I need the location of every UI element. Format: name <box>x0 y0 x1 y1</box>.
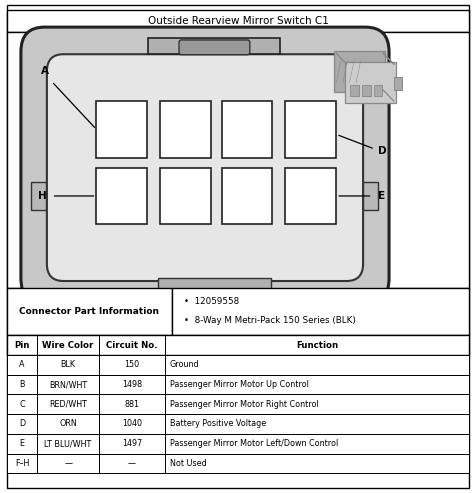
Bar <box>374 85 383 96</box>
Text: E: E <box>378 191 385 201</box>
Text: Outside Rearview Mirror Switch C1: Outside Rearview Mirror Switch C1 <box>147 16 328 26</box>
Text: A: A <box>19 360 25 369</box>
FancyBboxPatch shape <box>47 54 363 281</box>
Bar <box>160 101 211 158</box>
Bar <box>7 335 469 355</box>
Text: Passenger Mirror Motor Right Control: Passenger Mirror Motor Right Control <box>170 400 319 409</box>
Text: BLK: BLK <box>61 360 76 369</box>
Bar <box>394 77 402 90</box>
Bar <box>7 10 469 32</box>
Bar <box>96 168 147 224</box>
Text: H: H <box>38 191 46 201</box>
Text: LT BLU/WHT: LT BLU/WHT <box>45 439 92 448</box>
Text: Ground: Ground <box>170 360 199 369</box>
Text: Function: Function <box>296 341 338 350</box>
Text: Passenger Mirror Motor Up Control: Passenger Mirror Motor Up Control <box>170 380 309 389</box>
Text: Wire Color: Wire Color <box>43 341 94 350</box>
Bar <box>7 434 469 454</box>
Bar <box>160 168 211 224</box>
Text: —: — <box>128 459 136 468</box>
Text: 1497: 1497 <box>122 439 142 448</box>
Text: 1498: 1498 <box>122 380 142 389</box>
Bar <box>148 38 281 54</box>
Bar <box>7 414 469 434</box>
Text: Pin: Pin <box>14 341 30 350</box>
FancyBboxPatch shape <box>345 62 396 103</box>
Bar <box>7 355 469 375</box>
Bar <box>158 278 271 292</box>
Text: A: A <box>40 66 48 76</box>
FancyBboxPatch shape <box>21 27 389 303</box>
Text: C: C <box>19 400 25 409</box>
Text: •  12059558: • 12059558 <box>184 297 239 306</box>
FancyBboxPatch shape <box>179 40 250 55</box>
Text: F–H: F–H <box>15 459 29 468</box>
Bar <box>7 32 469 288</box>
Text: 1040: 1040 <box>122 420 142 428</box>
Bar <box>350 85 359 96</box>
Bar <box>7 454 469 473</box>
Text: 150: 150 <box>124 360 139 369</box>
Text: D: D <box>19 420 25 428</box>
Bar <box>7 394 469 414</box>
Bar <box>221 168 273 224</box>
Bar <box>96 101 147 158</box>
Bar <box>362 85 371 96</box>
Text: Passenger Mirror Motor Left/Down Control: Passenger Mirror Motor Left/Down Control <box>170 439 338 448</box>
Text: Connector Part Information: Connector Part Information <box>19 307 159 317</box>
Bar <box>31 182 46 210</box>
Text: —: — <box>64 459 72 468</box>
Text: B: B <box>19 380 25 389</box>
Bar <box>167 290 262 297</box>
Text: •  8-Way M Metri-Pack 150 Series (BLK): • 8-Way M Metri-Pack 150 Series (BLK) <box>184 316 356 325</box>
Text: BRN/WHT: BRN/WHT <box>49 380 87 389</box>
Bar <box>7 375 469 394</box>
Text: 881: 881 <box>124 400 139 409</box>
Bar <box>285 168 336 224</box>
Text: ORN: ORN <box>59 420 77 428</box>
FancyBboxPatch shape <box>334 51 385 92</box>
Bar <box>7 288 172 335</box>
Text: RED/WHT: RED/WHT <box>49 400 87 409</box>
Text: Battery Positive Voltage: Battery Positive Voltage <box>170 420 266 428</box>
Text: E: E <box>19 439 25 448</box>
Text: D: D <box>378 146 387 156</box>
Text: Circuit No.: Circuit No. <box>106 341 158 350</box>
Bar <box>363 182 378 210</box>
Bar <box>172 288 469 335</box>
Text: Not Used: Not Used <box>170 459 206 468</box>
Bar <box>285 101 336 158</box>
Bar <box>221 101 273 158</box>
